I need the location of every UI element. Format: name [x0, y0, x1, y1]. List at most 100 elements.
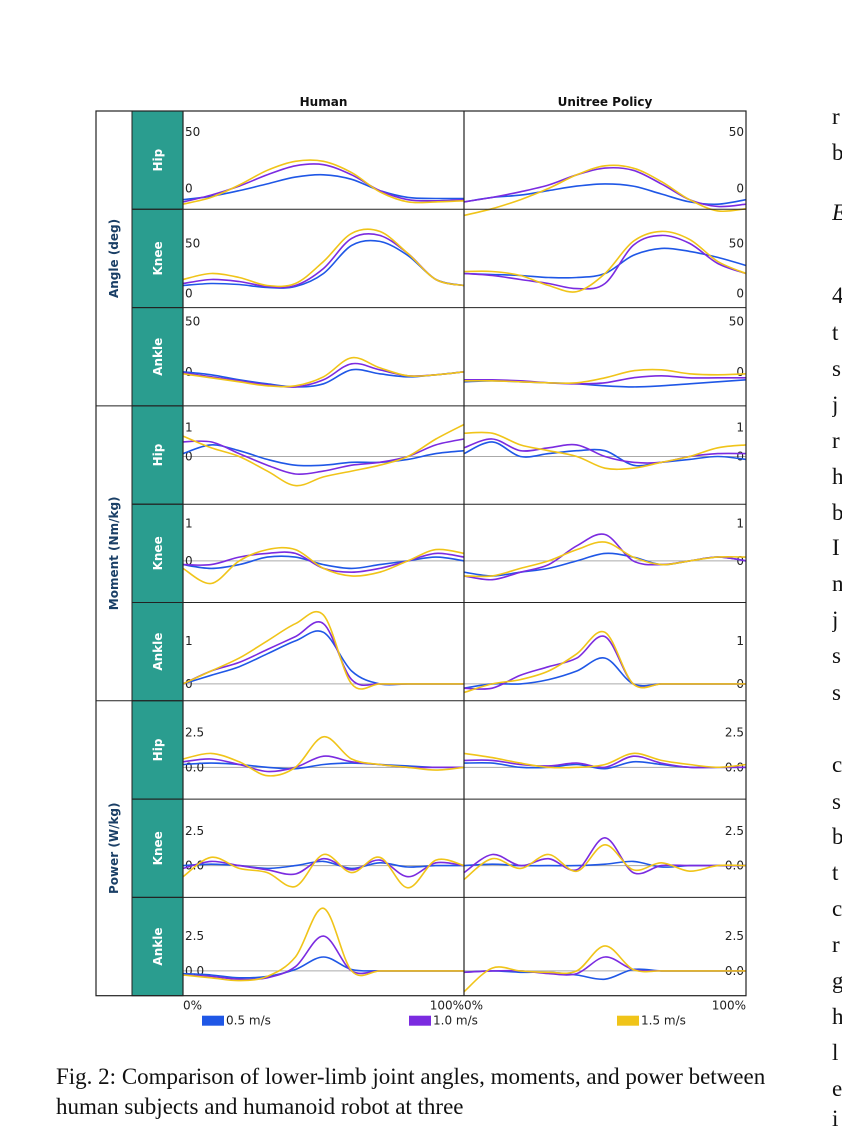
- right-column-letter: j: [832, 392, 839, 417]
- series-line-1.5: [463, 843, 747, 881]
- series-line-0.5: [182, 956, 464, 979]
- joint-label: Knee: [151, 831, 165, 865]
- joint-tab: [131, 208, 184, 309]
- panel-power-ankle-human: 2.50.0: [182, 907, 464, 982]
- right-column-letter: h: [832, 464, 842, 489]
- series-line-1.5: [182, 228, 465, 288]
- y-tick-label: 50: [729, 125, 744, 139]
- series-line-0.5: [182, 173, 465, 201]
- series-line-1.5: [182, 159, 465, 205]
- series-line-1.5: [463, 541, 747, 578]
- right-column-letter: b: [832, 500, 842, 525]
- series-line-1.5: [182, 736, 465, 777]
- right-column-letter: t: [832, 860, 839, 885]
- series-line-0.5: [182, 630, 464, 686]
- column-title: Human: [300, 95, 348, 109]
- series-line-1.5: [182, 907, 464, 982]
- right-column-letter: s: [832, 789, 841, 814]
- panel-power-ankle-unitree: 2.50.0: [463, 929, 746, 993]
- series-line-1.0: [182, 438, 465, 476]
- y-tick-label: 0: [736, 450, 744, 464]
- x-tick-label: 0%: [183, 999, 202, 1013]
- right-column-letter: h: [832, 1004, 842, 1029]
- panel-angle-knee-human: 50 0: [182, 228, 465, 301]
- right-column-letter: E: [832, 200, 842, 226]
- x-tick-label: 100%: [712, 999, 746, 1013]
- group-label: Power (W/kg): [107, 802, 121, 894]
- right-column-letter: c: [832, 896, 842, 921]
- series-line-1.5: [182, 610, 464, 690]
- panel-angle-hip-unitree: 50 0: [463, 125, 747, 217]
- y-tick-label: 2.5: [725, 929, 744, 943]
- y-tick-label: 0.0: [185, 760, 204, 774]
- panel-moment-knee-human: 10: [182, 516, 465, 585]
- panel-angle-ankle-unitree: 50 0: [463, 315, 747, 388]
- joint-label: Ankle: [151, 928, 165, 966]
- series-line-1.5: [182, 853, 465, 889]
- group-label: Moment (Nm/kg): [107, 496, 121, 610]
- y-tick-label: 0: [736, 365, 744, 379]
- y-tick-label: 1: [185, 634, 193, 648]
- series-line-1.5: [182, 356, 465, 388]
- y-tick-label: 0: [736, 554, 744, 568]
- panel-moment-ankle-human: 10: [182, 610, 464, 691]
- legend-label: 0.5 m/s: [226, 1014, 271, 1028]
- series-line-1.0: [182, 163, 465, 203]
- panel-moment-hip-human: 10: [182, 420, 465, 487]
- right-column-letter: r: [832, 932, 840, 957]
- legend-label: 1.0 m/s: [433, 1014, 478, 1028]
- series-line-1.5: [182, 423, 465, 487]
- series-line-1.5: [463, 945, 746, 993]
- series-line-1.0: [463, 166, 747, 208]
- panel-angle-knee-unitree: 50 0: [463, 230, 747, 301]
- y-tick-label: 50: [185, 236, 200, 250]
- y-tick-label: 0: [185, 677, 193, 691]
- y-tick-label: 0: [185, 181, 193, 195]
- right-column-letter: n: [832, 571, 842, 596]
- panel-moment-hip-unitree: 10: [463, 420, 747, 471]
- column-title: Unitree Policy: [558, 95, 653, 109]
- right-column-letter: b: [832, 824, 842, 849]
- figure-border: [95, 110, 747, 997]
- y-tick-label: 0: [736, 287, 744, 301]
- right-column-letter: t: [832, 320, 839, 345]
- right-column-letter: s: [832, 643, 841, 668]
- legend-label: 1.5 m/s: [641, 1014, 686, 1028]
- y-tick-label: 2.5: [725, 824, 744, 838]
- joint-label: Hip: [151, 148, 165, 171]
- series-line-0.5: [182, 762, 465, 770]
- y-tick-label: 1: [185, 516, 193, 530]
- y-tick-label: 2.5: [185, 824, 204, 838]
- right-column-letter: b: [832, 140, 842, 165]
- joint-label: Knee: [151, 241, 165, 275]
- y-tick-label: 0: [185, 287, 193, 301]
- y-tick-label: 2.5: [185, 929, 204, 943]
- panel-power-knee-human: 2.50.0: [182, 824, 465, 889]
- series-line-1.5: [463, 752, 747, 769]
- joint-label: Hip: [151, 443, 165, 466]
- series-line-1.0: [463, 374, 746, 385]
- y-tick-label: 50: [185, 315, 200, 329]
- y-tick-label: 1: [736, 516, 744, 530]
- series-line-1.0: [463, 234, 747, 290]
- joint-tab: [131, 896, 184, 997]
- series-line-1.5: [463, 230, 747, 293]
- group-label: Angle (deg): [107, 219, 121, 298]
- panel-power-hip-unitree: 2.50.0: [463, 726, 747, 774]
- joint-tab: [131, 405, 184, 505]
- legend-swatch: [202, 1015, 224, 1026]
- figure-caption: Fig. 2: Comparison of lower-limb joint a…: [56, 1064, 766, 1119]
- x-tick-label: 100%: [430, 999, 464, 1013]
- series-line-1.5: [463, 630, 746, 694]
- right-column-letter: r: [832, 104, 840, 129]
- y-tick-label: 0: [185, 554, 193, 568]
- panel-angle-hip-human: 50 0: [182, 125, 465, 205]
- joint-tab: [131, 602, 184, 702]
- y-tick-label: 1: [185, 420, 193, 434]
- right-column-letter: j: [832, 607, 839, 632]
- right-column-letter: r: [832, 428, 840, 453]
- joint-label: Ankle: [151, 338, 165, 376]
- y-tick-label: 50: [729, 236, 744, 250]
- joint-label: Knee: [151, 536, 165, 570]
